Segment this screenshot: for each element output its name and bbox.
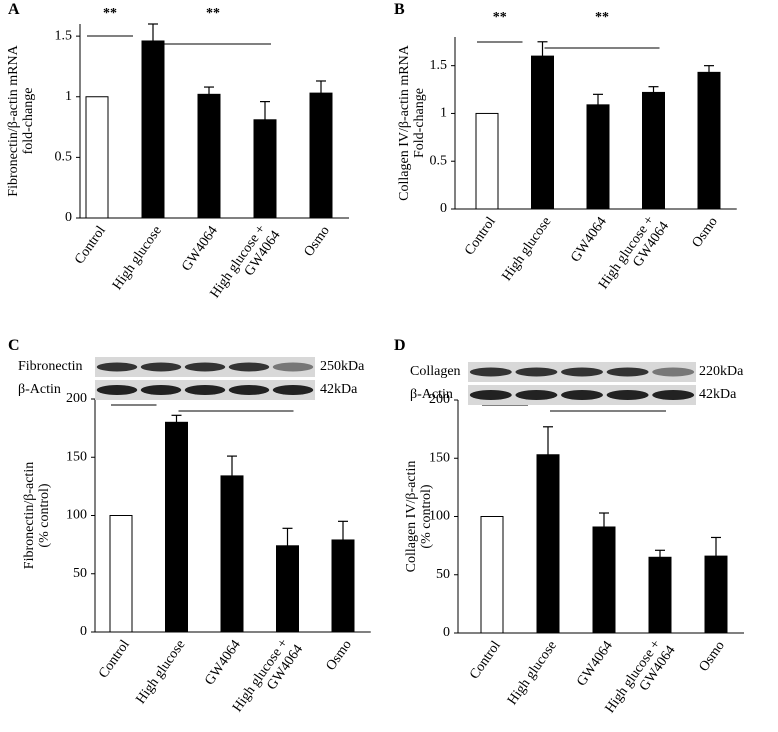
bar <box>642 91 665 210</box>
bar <box>480 516 504 634</box>
blot-band <box>561 367 603 377</box>
blot-band <box>184 385 226 395</box>
bar <box>536 454 560 634</box>
x-tick-label: Control <box>72 223 109 267</box>
x-tick-label: Osmo <box>323 638 354 674</box>
y-tick-label: 0 <box>80 624 87 639</box>
y-tick-label: 1 <box>65 89 72 104</box>
y-tick-label: 1.5 <box>55 28 73 43</box>
x-tick-label: Control <box>96 637 133 681</box>
y-axis-label: Collagen IV/β-actin mRNA <box>397 44 412 201</box>
blot-band <box>652 367 695 377</box>
blot-band <box>140 362 182 372</box>
bar <box>165 421 188 633</box>
x-tick-label: High glucose <box>500 215 555 284</box>
bar <box>331 539 355 633</box>
y-axis-label: Collagen IV/β-actin <box>404 461 419 573</box>
blot-band <box>561 390 603 400</box>
bar <box>276 545 299 633</box>
panel-label: C <box>8 337 20 354</box>
y-tick-label: 0 <box>443 625 450 640</box>
bar <box>592 526 616 634</box>
blot-size: 42kDa <box>320 382 358 397</box>
x-tick-label: GW4064 <box>202 638 244 689</box>
y-tick-label: 100 <box>66 508 87 523</box>
y-tick-label: 150 <box>66 449 87 464</box>
y-tick-label: 0.5 <box>430 153 448 168</box>
blot-band <box>96 362 138 372</box>
bar <box>309 92 333 219</box>
blot-band <box>469 390 512 400</box>
y-axis-label: Fibronectin/β-actin <box>22 462 37 569</box>
blot-band <box>606 367 649 377</box>
bar <box>141 40 165 219</box>
y-axis-label: (% control) <box>419 484 434 548</box>
y-tick-label: 50 <box>73 566 87 581</box>
bar <box>586 104 610 210</box>
significance-label: ** <box>595 10 609 25</box>
panel-label: B <box>394 1 405 18</box>
blot-band <box>272 385 314 395</box>
x-tick-label: High glucose <box>134 638 189 707</box>
x-tick-label: Osmo <box>689 215 720 251</box>
blot-size: 250kDa <box>320 359 365 374</box>
x-tick-label: Osmo <box>301 224 332 260</box>
blot-band <box>184 362 226 372</box>
y-tick-label: 200 <box>66 391 87 406</box>
bar <box>704 555 728 634</box>
x-tick-label: Osmo <box>696 639 727 675</box>
blot-band <box>228 362 270 372</box>
blot-label: β-Actin <box>410 387 453 402</box>
blot-label: Collagen <box>410 364 461 379</box>
panel-label: A <box>8 1 20 18</box>
bar <box>220 475 244 633</box>
bar <box>197 93 221 219</box>
bar <box>648 556 672 634</box>
blot-label: β-Actin <box>18 382 61 397</box>
blot-band <box>515 390 558 400</box>
blot-label: Fibronectin <box>18 359 83 374</box>
y-tick-label: 0 <box>65 210 72 225</box>
blot-band <box>228 385 270 395</box>
bar <box>109 515 133 633</box>
y-tick-label: 1 <box>440 106 447 121</box>
y-tick-label: 0.5 <box>55 150 73 165</box>
y-tick-label: 0 <box>440 201 447 216</box>
blot-band <box>652 390 695 400</box>
bar <box>531 55 554 210</box>
y-axis-label: fold-change <box>21 88 36 155</box>
blot-band <box>140 385 182 395</box>
blot-band <box>272 362 314 372</box>
x-tick-label: Control <box>462 214 499 258</box>
y-tick-label: 150 <box>429 450 450 465</box>
blot-size: 220kDa <box>699 364 744 379</box>
blot-band <box>469 367 512 377</box>
blot-band <box>606 390 649 400</box>
blot-band <box>515 367 558 377</box>
y-tick-label: 50 <box>436 567 450 582</box>
x-tick-label: GW4064 <box>574 639 616 690</box>
x-tick-label: GW4064 <box>179 224 221 275</box>
blot-size: 42kDa <box>699 387 737 402</box>
x-tick-label: High glucose <box>505 639 560 708</box>
x-tick-label: GW4064 <box>568 215 610 266</box>
y-axis-label: Fibronectin/β-actin mRNA <box>6 44 21 196</box>
panel-label: D <box>394 337 406 354</box>
y-axis-label: Fold-change <box>412 88 427 158</box>
y-tick-label: 1.5 <box>430 58 448 73</box>
y-tick-label: 100 <box>429 509 450 524</box>
x-tick-label: High glucose <box>110 224 165 293</box>
bar <box>85 96 109 219</box>
significance-label: ** <box>206 6 220 21</box>
bar <box>475 112 499 210</box>
bar <box>697 71 721 210</box>
significance-label: ** <box>103 6 117 21</box>
blot-band <box>96 385 138 395</box>
y-axis-label: (% control) <box>37 483 52 547</box>
bar <box>253 119 277 219</box>
y-tick-label: 200 <box>429 392 450 407</box>
x-tick-label: Control <box>467 638 504 682</box>
significance-label: ** <box>493 10 507 25</box>
